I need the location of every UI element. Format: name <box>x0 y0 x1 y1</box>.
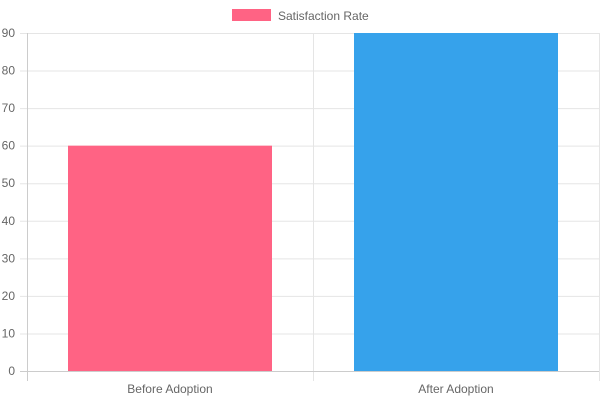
y-tick-label-60: 60 <box>2 139 16 153</box>
bar-before-adoption[interactable] <box>68 145 272 371</box>
y-tick-label-90: 90 <box>2 26 16 40</box>
axes <box>20 33 599 381</box>
y-tick-label-10: 10 <box>2 326 16 340</box>
y-tick-label-40: 40 <box>2 214 16 228</box>
y-tick-label-20: 20 <box>2 289 16 303</box>
bar-after-adoption[interactable] <box>354 33 558 371</box>
legend[interactable]: Satisfaction Rate <box>232 9 369 23</box>
y-tick-label-30: 30 <box>2 251 16 265</box>
y-tick-label-50: 50 <box>2 176 16 190</box>
y-tick-label-0: 0 <box>8 364 15 378</box>
legend-swatch-satisfaction-rate <box>232 9 271 21</box>
y-tick-label-80: 80 <box>2 64 16 78</box>
x-axis-tick-labels: Before Adoption After Adoption <box>127 382 493 396</box>
x-tick-label-before-adoption: Before Adoption <box>127 382 212 396</box>
y-tick-label-70: 70 <box>2 101 16 115</box>
y-axis-tick-labels: 0 10 20 30 40 50 60 70 80 90 <box>2 26 16 378</box>
bars <box>68 33 558 371</box>
legend-label-satisfaction-rate: Satisfaction Rate <box>278 9 369 23</box>
x-tick-label-after-adoption: After Adoption <box>418 382 493 396</box>
